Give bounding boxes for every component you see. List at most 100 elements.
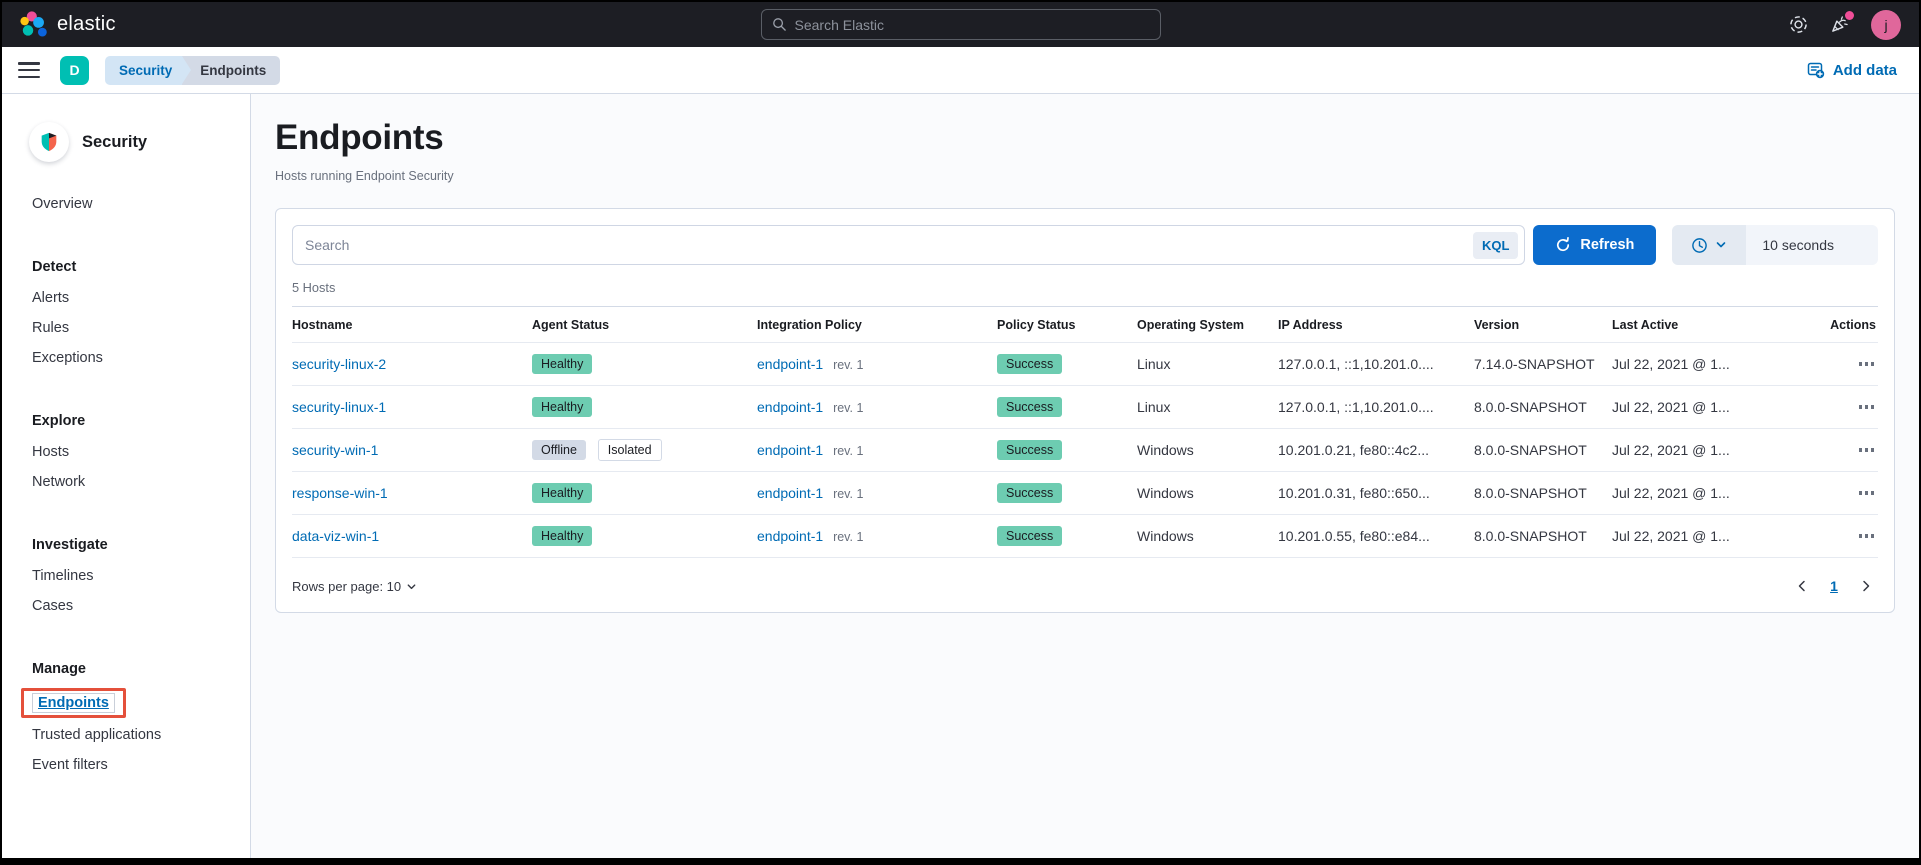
sidebar-item-timelines[interactable]: Timelines <box>32 568 94 584</box>
security-sidebar: Security Overview Detect Alerts Rules Except… <box>2 94 251 858</box>
row-actions-button[interactable] <box>1857 356 1877 372</box>
page-number[interactable]: 1 <box>1830 578 1838 594</box>
user-avatar[interactable]: j <box>1871 9 1901 40</box>
sidebar-heading-detect: Detect <box>32 259 77 275</box>
menu-icon[interactable] <box>18 62 40 78</box>
refresh-button[interactable]: Refresh <box>1533 225 1657 265</box>
sidebar-item-cases[interactable]: Cases <box>32 598 74 614</box>
column-header-last-active: Last Active <box>1612 317 1679 332</box>
ip-address-cell: 127.0.0.1, ::1,10.201.0.... <box>1278 399 1434 415</box>
version-cell: 7.14.0-SNAPSHOT <box>1474 356 1595 372</box>
policy-status-badge: Success <box>997 526 1063 546</box>
version-cell: 8.0.0-SNAPSHOT <box>1474 528 1587 544</box>
isolated-badge: Isolated <box>597 439 662 461</box>
operating-system-cell: Windows <box>1137 442 1194 458</box>
space-badge[interactable]: D <box>60 55 89 85</box>
global-search-input[interactable]: Search Elastic <box>760 9 1161 40</box>
breadcrumb-endpoints[interactable]: Endpoints <box>182 55 281 85</box>
integration-policy-link[interactable]: endpoint-1 <box>757 399 824 415</box>
add-data-button[interactable]: Add data <box>1807 61 1897 79</box>
hostname-link[interactable]: security-linux-2 <box>292 356 387 372</box>
policy-revision: rev. 1 <box>833 444 864 458</box>
row-actions-button[interactable] <box>1857 485 1877 501</box>
ip-address-cell: 10.201.0.31, fe80::650... <box>1278 485 1430 501</box>
refresh-interval-toggle[interactable] <box>1672 225 1747 265</box>
previous-page-button[interactable] <box>1790 574 1814 598</box>
policy-revision: rev. 1 <box>833 530 864 544</box>
rows-per-page-dropdown[interactable]: Rows per page: 10 <box>292 579 417 594</box>
hostname-link[interactable]: data-viz-win-1 <box>292 528 380 544</box>
agent-status-badge: Healthy <box>532 397 593 417</box>
search-input[interactable] <box>293 226 1473 264</box>
sidebar-item-endpoints[interactable]: Endpoints <box>21 688 126 718</box>
elastic-logo[interactable]: elastic <box>20 11 116 38</box>
last-active-cell: Jul 22, 2021 @ 1... <box>1612 442 1730 458</box>
version-cell: 8.0.0-SNAPSHOT <box>1474 485 1587 501</box>
sidebar-item-overview[interactable]: Overview <box>32 196 93 212</box>
policy-revision: rev. 1 <box>833 487 864 501</box>
integration-policy-link[interactable]: endpoint-1 <box>757 485 824 501</box>
refresh-interval-picker[interactable]: 10 seconds <box>1672 225 1878 265</box>
policy-revision: rev. 1 <box>833 401 864 415</box>
integration-policy-link[interactable]: endpoint-1 <box>757 356 824 372</box>
policy-status-badge: Success <box>997 354 1063 374</box>
column-header-ip-address: IP Address <box>1278 317 1343 332</box>
sidebar-item-network[interactable]: Network <box>32 474 86 490</box>
integration-policy-link[interactable]: endpoint-1 <box>757 528 824 544</box>
sidebar-item-trusted-applications[interactable]: Trusted applications <box>32 727 162 743</box>
global-header: elastic Search Elastic <box>2 2 1919 47</box>
breadcrumb-bar: D Security Endpoints Add data <box>2 47 1919 94</box>
column-header-version: Version <box>1474 317 1520 332</box>
breadcrumb-security[interactable]: Security <box>105 55 192 85</box>
last-active-cell: Jul 22, 2021 @ 1... <box>1612 399 1730 415</box>
help-icon[interactable] <box>1789 15 1808 34</box>
clock-icon <box>1692 237 1708 253</box>
endpoints-table: security-linux-2 Healthy endpoint-1 rev.… <box>292 343 1878 558</box>
security-app-icon <box>29 122 69 162</box>
sidebar-item-rules[interactable]: Rules <box>32 320 70 336</box>
refresh-icon <box>1557 237 1570 252</box>
operating-system-cell: Windows <box>1137 528 1194 544</box>
sidebar-app-title: Security <box>82 132 148 151</box>
agent-status-badge: Offline <box>532 440 586 460</box>
chevron-down-icon <box>407 583 416 589</box>
row-actions-button[interactable] <box>1857 399 1877 415</box>
operating-system-cell: Linux <box>1137 399 1171 415</box>
hostname-link[interactable]: response-win-1 <box>292 485 388 501</box>
row-actions-button[interactable] <box>1857 442 1877 458</box>
integration-policy-link[interactable]: endpoint-1 <box>757 442 824 458</box>
rows-per-page-label: Rows per page: 10 <box>292 578 402 594</box>
sidebar-item-hosts[interactable]: Hosts <box>32 444 70 460</box>
version-cell: 8.0.0-SNAPSHOT <box>1474 399 1587 415</box>
pagination: 1 <box>1790 574 1878 598</box>
table-row: security-linux-1 Healthy endpoint-1 rev.… <box>292 386 1878 429</box>
kql-toggle[interactable]: KQL <box>1472 231 1519 259</box>
logo-text: elastic <box>57 13 116 35</box>
agent-status-badge: Healthy <box>532 354 593 374</box>
chevron-right-icon <box>1863 580 1870 592</box>
policy-status-badge: Success <box>997 483 1063 503</box>
page-title: Endpoints <box>275 118 444 157</box>
hostname-link[interactable]: security-linux-1 <box>292 399 387 415</box>
hostname-link[interactable]: security-win-1 <box>292 442 379 458</box>
elastic-logo-icon <box>20 11 47 37</box>
operating-system-cell: Linux <box>1137 356 1171 372</box>
sidebar-item-exceptions[interactable]: Exceptions <box>32 350 103 366</box>
row-actions-button[interactable] <box>1857 528 1877 544</box>
news-icon[interactable] <box>1830 11 1854 34</box>
search-icon <box>772 18 786 31</box>
column-header-integration-policy: Integration Policy <box>757 317 862 332</box>
sidebar-item-alerts[interactable]: Alerts <box>32 290 70 306</box>
avatar-initial: j <box>1884 16 1888 33</box>
divider <box>292 306 1878 307</box>
sidebar-heading-investigate: Investigate <box>32 537 108 553</box>
sidebar-item-event-filters[interactable]: Event filters <box>32 757 108 773</box>
last-active-cell: Jul 22, 2021 @ 1... <box>1612 485 1730 501</box>
next-page-button[interactable] <box>1854 574 1878 598</box>
table-row: data-viz-win-1 Healthy endpoint-1 rev. 1… <box>292 515 1878 558</box>
policy-status-badge: Success <box>997 397 1063 417</box>
operating-system-cell: Windows <box>1137 485 1194 501</box>
global-search-placeholder: Search Elastic <box>794 16 884 33</box>
